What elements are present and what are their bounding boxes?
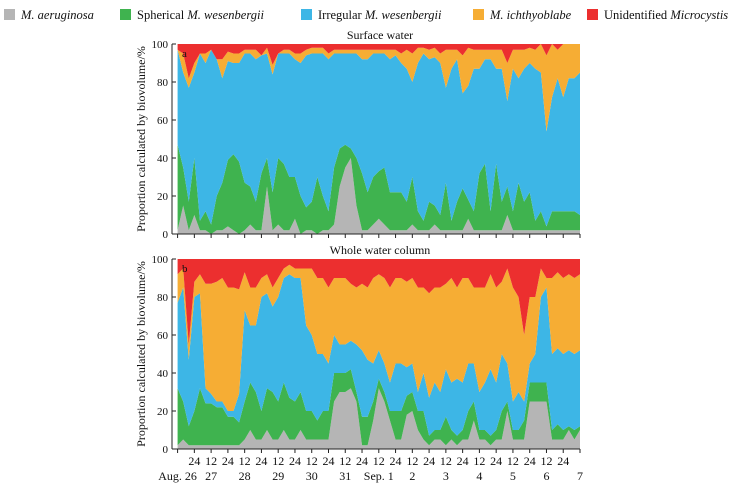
- x-hour-label: 24: [356, 454, 368, 468]
- x-day-label: Aug. 26: [158, 469, 197, 483]
- x-hour-label: 12: [540, 454, 552, 468]
- x-day-label: 28: [239, 469, 251, 483]
- area-series-4: [177, 259, 580, 345]
- legend-swatch: [473, 9, 484, 20]
- x-axis-labels: 24 12 24 12 24 12 24 12 24 12 24 12 24 12 24 12 24 12 24 12…: [158, 454, 583, 483]
- x-day-label: 5: [510, 469, 516, 483]
- x-hour-label: 24: [457, 454, 469, 468]
- x-hour-label: 12: [306, 454, 318, 468]
- legend-swatch: [587, 9, 598, 20]
- x-day-label: 6: [543, 469, 549, 483]
- x-day-label: 31: [339, 469, 351, 483]
- y-tick-label: 40: [157, 153, 169, 165]
- x-hour-label: 12: [272, 454, 284, 468]
- panel-title: Surface water: [347, 28, 413, 42]
- y-axis-label: Proportion calculated by biovolume/%: [134, 46, 148, 232]
- area-series-4: [177, 44, 580, 79]
- x-hour-label: 24: [255, 454, 267, 468]
- legend-item-spherical-m-wesenbergii: Spherical M. wesenbergii: [120, 8, 264, 24]
- panel-whole-water-column: 0 20 40 60 80 100 Whole water column b Proportio…: [134, 243, 581, 456]
- y-tick-label: 0: [163, 229, 169, 241]
- legend-item-unidentified-microcystis: Unidentified Microcystis: [587, 8, 728, 24]
- legend-swatch: [301, 9, 312, 20]
- legend-swatch: [4, 9, 15, 20]
- x-day-label: 27: [205, 469, 217, 483]
- x-day-label: 2: [409, 469, 415, 483]
- y-tick-label: 100: [152, 254, 169, 266]
- legend: M. aeruginosa Spherical M. wesenbergii I…: [0, 0, 748, 30]
- x-hour-label: 24: [490, 454, 502, 468]
- area-series-1: [177, 369, 580, 446]
- area-series-3: [177, 44, 580, 132]
- panel-label: b: [182, 263, 188, 275]
- x-hour-label: 24: [524, 454, 536, 468]
- y-axis-label: Proportion calculated by biovolume/%: [134, 261, 148, 447]
- x-hour-label: 24: [557, 454, 569, 468]
- x-hour-label: 12: [440, 454, 452, 468]
- x-day-label: 3: [443, 469, 449, 483]
- x-day-label: 7: [577, 469, 583, 483]
- y-tick-label: 100: [152, 39, 169, 51]
- legend-item-m-ichthyoblabe: M. ichthyoblabe: [473, 8, 571, 24]
- y-tick-label: 60: [157, 115, 169, 127]
- x-hour-label: 12: [473, 454, 485, 468]
- x-hour-label: 12: [373, 454, 385, 468]
- x-day-label: 4: [476, 469, 482, 483]
- area-series-2: [177, 49, 580, 227]
- y-tick-label: 60: [157, 330, 169, 342]
- panel-surface-water: 0 20 40 60 80 100 Surface water a Proportion cal…: [134, 28, 581, 241]
- x-hour-label: 12: [205, 454, 217, 468]
- x-hour-label: 12: [339, 454, 351, 468]
- x-hour-label: 24: [423, 454, 435, 468]
- y-tick-label: 20: [157, 406, 169, 418]
- legend-item-irregular-m-wesenbergii: Irregular M. wesenbergii: [301, 8, 441, 24]
- x-day-label: 29: [272, 469, 284, 483]
- panel-title: Whole water column: [330, 243, 431, 257]
- x-hour-label: 24: [222, 454, 234, 468]
- x-hour-label: 12: [406, 454, 418, 468]
- x-hour-label: 12: [507, 454, 519, 468]
- area-series-1: [177, 144, 580, 234]
- x-hour-label: 24: [322, 454, 334, 468]
- y-tick-label: 80: [157, 77, 169, 89]
- y-tick-label: 80: [157, 292, 169, 304]
- x-hour-label: 24: [289, 454, 301, 468]
- x-hour-label: 24: [188, 454, 200, 468]
- legend-item-m-aeruginosa: M. aeruginosa: [4, 8, 94, 24]
- x-hour-label: 24: [390, 454, 402, 468]
- y-tick-label: 20: [157, 191, 169, 203]
- y-tick-label: 40: [157, 368, 169, 380]
- x-day-label: 30: [306, 469, 318, 483]
- panel-label: a: [182, 48, 187, 60]
- area-series-2: [177, 274, 580, 436]
- area-series-3: [177, 264, 580, 411]
- area-series-0: [177, 388, 580, 449]
- y-tick-label: 0: [163, 444, 169, 456]
- x-day-label: Sep. 1: [364, 469, 394, 483]
- x-hour-label: 12: [239, 454, 251, 468]
- legend-swatch: [120, 9, 131, 20]
